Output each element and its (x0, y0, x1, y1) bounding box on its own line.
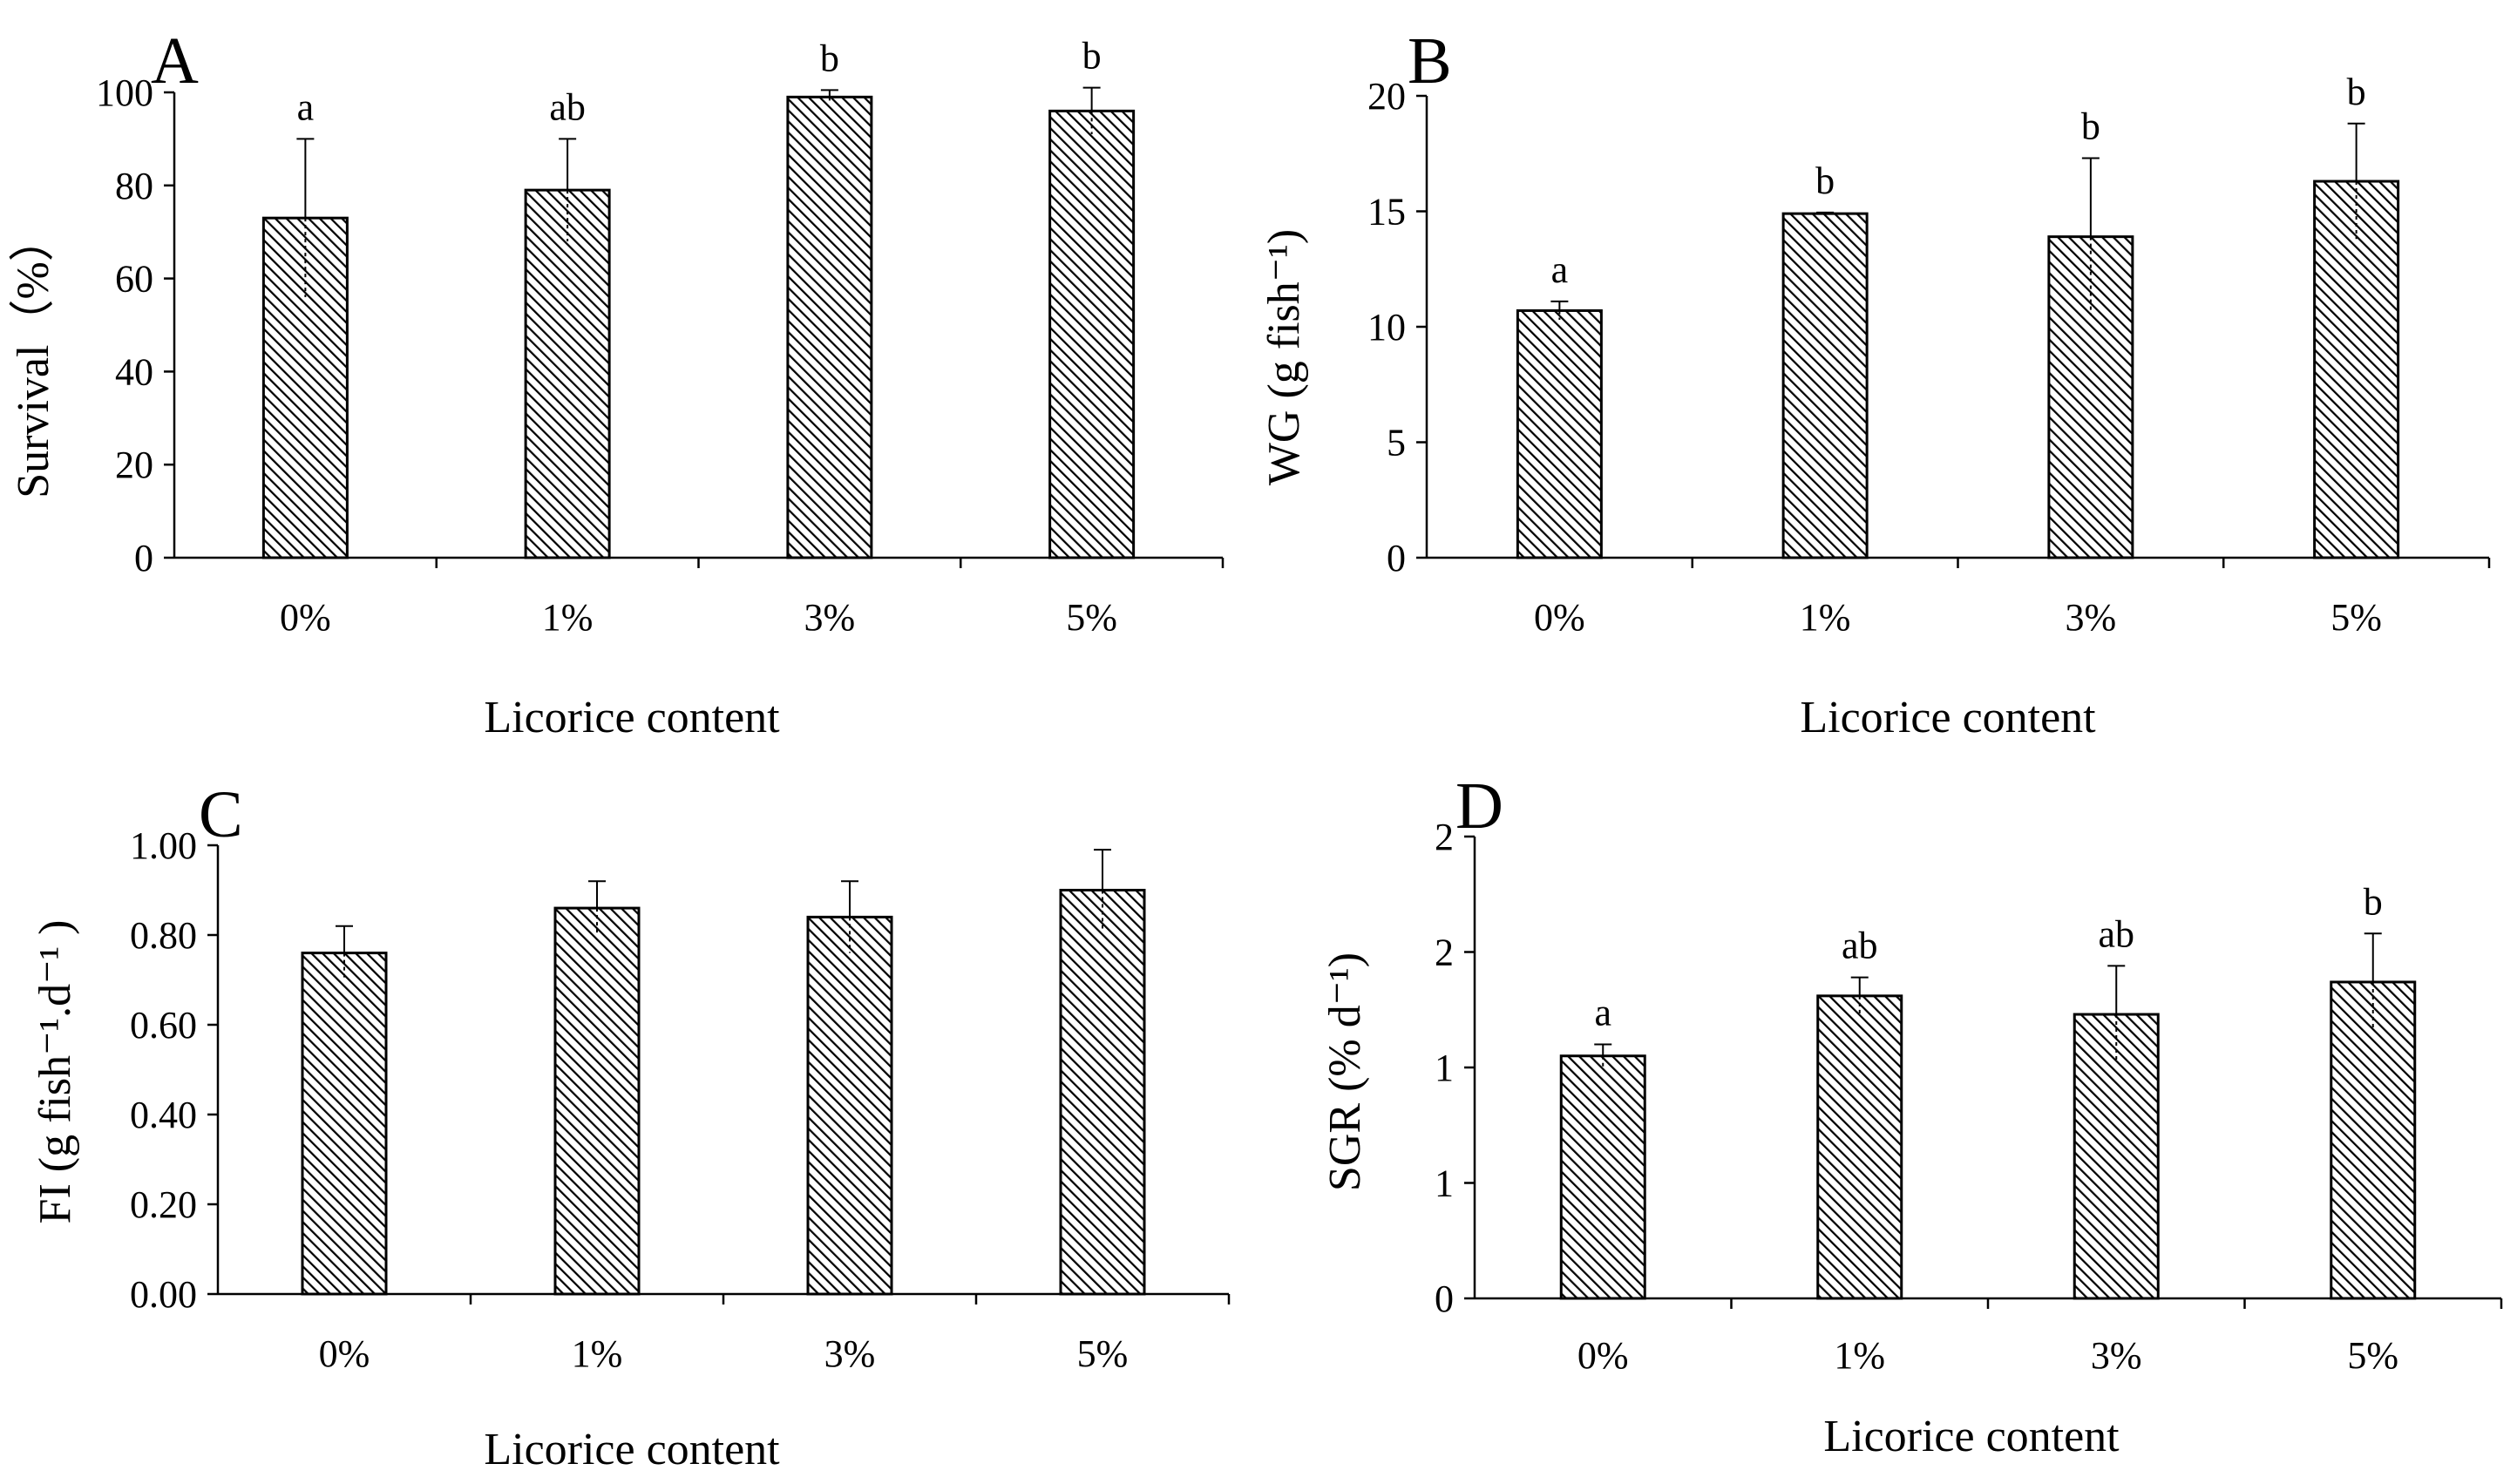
significance-label: b (2347, 71, 2366, 113)
x-tick-label: 1% (1834, 1334, 1885, 1377)
bar (2330, 980, 2417, 1300)
bar (1781, 212, 1869, 559)
significance-label: b (2081, 105, 2100, 148)
y-tick-label: 15 (1367, 191, 1406, 234)
y-axis-title: WG (g fish⁻¹) (1259, 229, 1309, 485)
bar (1816, 994, 1903, 1300)
panel-b: 0 5 10 15 20 a 0% b 1% b 3% b 5% WG (g fish⁻¹) Licoric… (1259, 24, 2491, 742)
bar (301, 952, 388, 1296)
x-tick-label: 5% (2330, 596, 2382, 639)
y-tick-label: 2 (1435, 932, 1454, 974)
significance-label: a (297, 85, 315, 128)
y-tick-label: 5 (1387, 422, 1406, 464)
x-tick-label: 1% (572, 1332, 623, 1375)
x-tick-label: 1% (1800, 596, 1851, 639)
x-axis-title: Licorice content (484, 693, 780, 742)
y-tick-label: 2 (1435, 816, 1454, 858)
y-axis-title: FI (g fish⁻¹.d⁻¹ ) (31, 920, 80, 1224)
y-tick-label: 0.00 (130, 1273, 197, 1316)
y-tick-label: 1 (1435, 1047, 1454, 1089)
bar (1516, 308, 1603, 559)
y-tick-label: 0.60 (130, 1004, 197, 1047)
y-tick-label: 0.80 (130, 914, 197, 957)
x-tick-label: 3% (804, 596, 856, 639)
y-tick-label: 80 (115, 165, 153, 207)
significance-label: a (1594, 992, 1611, 1034)
panel-a: 0 20 40 60 80 100 a 0% ab 1% b 3% b 5% Survival（%） Lico… (9, 24, 1225, 742)
y-tick-label: 0 (1387, 537, 1406, 579)
x-tick-label: 0% (1534, 596, 1585, 639)
y-tick-label: 40 (115, 350, 153, 393)
y-axis-title: SGR (% d⁻¹) (1320, 952, 1370, 1191)
y-tick-label: 20 (115, 444, 153, 486)
bar (1048, 109, 1136, 559)
bar (786, 95, 873, 559)
x-tick-label: 0% (280, 596, 331, 639)
bar (1059, 889, 1146, 1296)
panel-letter: A (151, 24, 199, 98)
x-axis-title: Licorice content (1800, 693, 2096, 742)
x-tick-label: 0% (319, 1332, 370, 1375)
x-tick-label: 0% (1577, 1334, 1629, 1377)
panel-letter: C (199, 778, 243, 851)
significance-label: ab (1842, 925, 1878, 967)
x-tick-label: 5% (1077, 1332, 1129, 1375)
significance-label: b (1815, 159, 1835, 202)
bar (1559, 1054, 1646, 1300)
y-tick-label: 0 (1435, 1277, 1454, 1320)
x-tick-label: 5% (2347, 1334, 2398, 1377)
y-tick-label: 60 (115, 258, 153, 301)
x-axis-title: Licorice content (484, 1425, 780, 1474)
x-tick-label: 3% (2066, 596, 2117, 639)
panel-letter: D (1455, 769, 1503, 843)
y-tick-label: 0.40 (130, 1094, 197, 1136)
significance-label: ab (2098, 912, 2134, 955)
bar (806, 915, 893, 1296)
x-axis-title: Licorice content (1823, 1412, 2120, 1461)
y-tick-label: 100 (96, 71, 153, 114)
x-tick-label: 1% (542, 596, 594, 639)
panel-letter: B (1408, 24, 1452, 98)
y-tick-label: 1.00 (130, 824, 197, 867)
x-tick-label: 3% (2091, 1334, 2142, 1377)
significance-label: b (2364, 880, 2383, 923)
y-tick-label: 0 (134, 537, 153, 579)
panel-d: 0 1 1 2 2 a 0% ab 1% ab 3% b 5% SGR (% d⁻¹) Licorice c… (1320, 769, 2503, 1461)
y-tick-label: 0.20 (130, 1183, 197, 1226)
bar (2047, 235, 2134, 559)
significance-label: b (820, 37, 839, 79)
panel-c: 0.00 0.20 0.40 0.60 0.80 1.00 0% 1% 3% 5% FI (g fi… (31, 778, 1231, 1474)
bar (553, 906, 641, 1296)
x-tick-label: 5% (1066, 596, 1117, 639)
significance-label: ab (549, 85, 586, 128)
bar (524, 188, 611, 559)
y-tick-label: 20 (1367, 75, 1406, 118)
bar (2073, 1013, 2160, 1300)
x-tick-label: 3% (824, 1332, 876, 1375)
y-tick-label: 10 (1367, 306, 1406, 349)
significance-label: b (1082, 35, 1102, 78)
y-axis-title: Survival（%） (9, 216, 58, 498)
y-tick-label: 1 (1435, 1162, 1454, 1205)
bar (2313, 180, 2400, 559)
significance-label: a (1551, 248, 1569, 291)
